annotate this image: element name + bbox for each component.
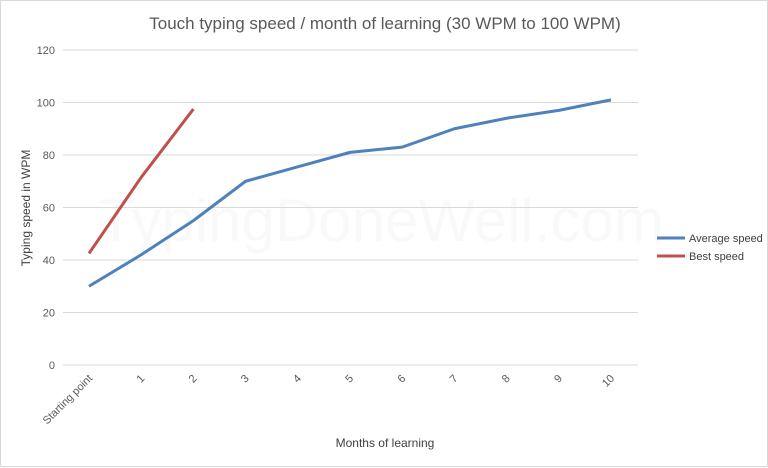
x-tick-label: 4 xyxy=(291,373,304,386)
legend-label: Average speed xyxy=(689,233,763,245)
x-tick-label: 6 xyxy=(396,373,409,386)
y-tick-label: 80 xyxy=(43,150,55,162)
y-tick-label: 0 xyxy=(49,360,55,372)
x-tick-label: Starting point xyxy=(41,373,95,427)
x-tick-label: 7 xyxy=(448,373,461,386)
x-tick-label: 9 xyxy=(552,373,565,386)
y-tick-label: 120 xyxy=(37,45,55,57)
x-tick-label: 10 xyxy=(600,373,617,390)
x-tick-label: 1 xyxy=(135,373,148,386)
x-tick-label: 2 xyxy=(187,373,200,386)
x-tick-label: 5 xyxy=(343,373,356,386)
x-tick-label: 3 xyxy=(239,373,252,386)
y-tick-label: 20 xyxy=(43,308,55,320)
watermark: TypingDoneWell.com xyxy=(98,187,664,254)
legend-label: Best speed xyxy=(689,251,744,263)
y-tick-label: 60 xyxy=(43,203,55,215)
y-tick-label: 100 xyxy=(37,98,55,110)
y-tick-label: 40 xyxy=(43,255,55,267)
x-axis-label: Months of learning xyxy=(336,436,435,450)
x-tick-label: 8 xyxy=(500,373,513,386)
y-axis-label: Typing speed in WPM xyxy=(19,150,33,267)
chart-title: Touch typing speed / month of learning (… xyxy=(149,14,621,33)
